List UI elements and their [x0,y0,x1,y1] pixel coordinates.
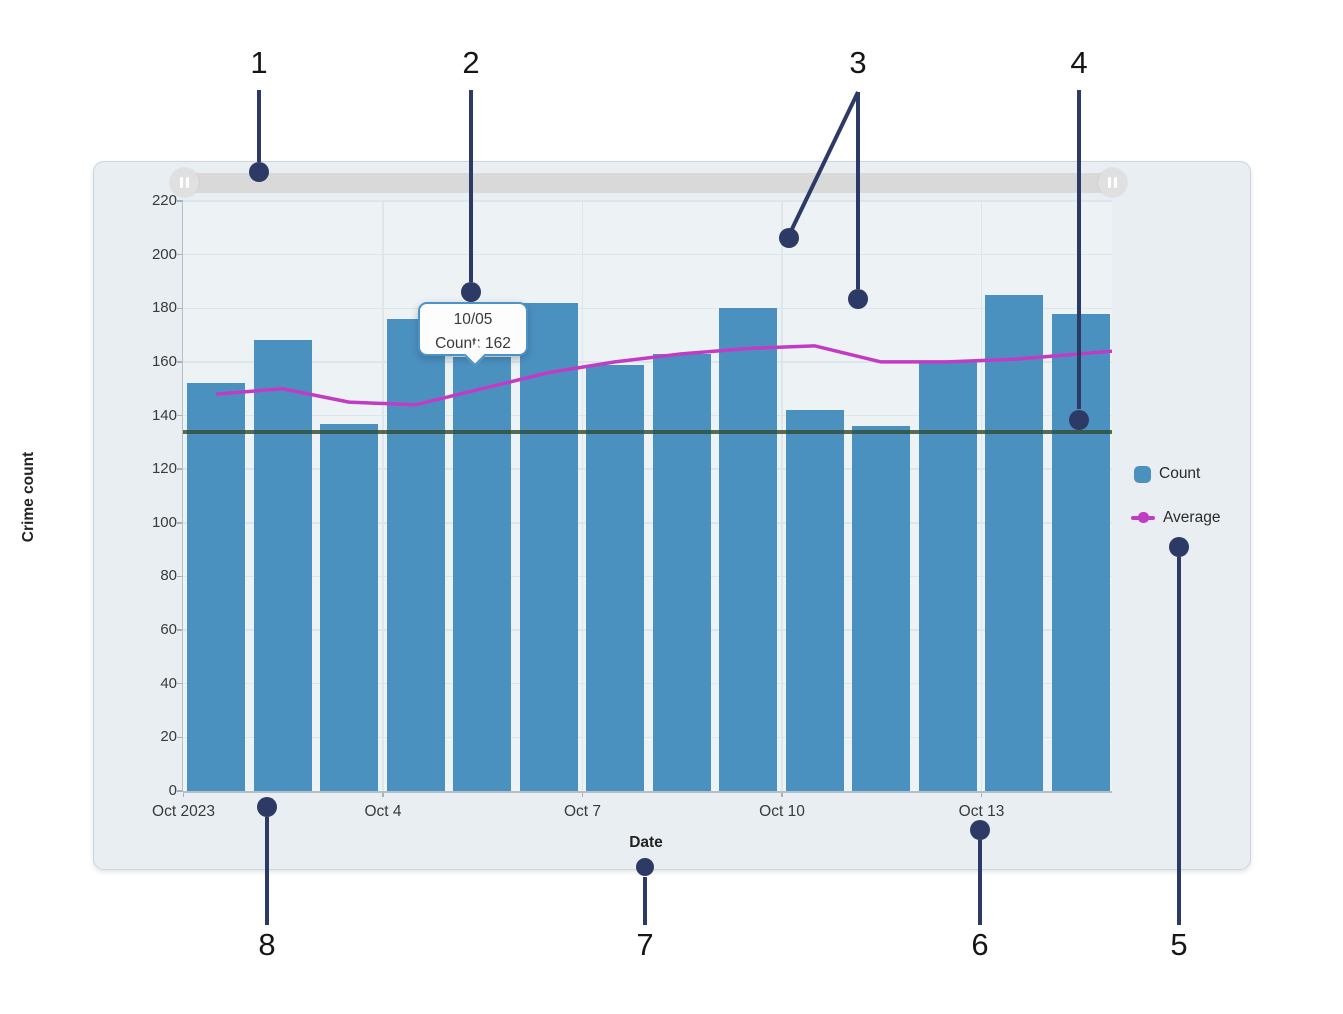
y-axis-tick [177,682,183,685]
count-swatch-icon [1134,465,1151,483]
y-gridline [183,629,1112,631]
y-gridline [183,253,1112,256]
y-gridline [183,522,1112,524]
y-tick-label: 160 [151,352,177,370]
callout-number-6: 6 [971,927,989,962]
x-tick-label: Oct 10 [759,803,805,820]
bar-oct-4[interactable] [386,319,445,791]
bar-oct-10[interactable] [785,410,844,791]
tooltip-title: 10/05 [453,311,493,328]
x-tick-label: Oct 2023 [152,803,215,820]
bar-oct-8[interactable] [652,353,711,791]
x-axis-tick [382,791,384,797]
tooltip: 10/05 Count: 162 [418,302,528,367]
x-tick-label: Oct 7 [563,803,602,820]
y-axis-line [181,201,183,791]
y-axis-tick [177,414,183,417]
y-gridline [183,307,1112,310]
bar-oct-7[interactable] [586,364,644,791]
callout-number-4: 4 [1070,45,1088,80]
y-gridline [183,414,1112,417]
y-gridline [183,200,1112,202]
y-tick-label: 180 [151,299,177,317]
y-tick-label: 60 [160,621,177,639]
x-tick-label: Oct 13 [958,803,1005,820]
legend-item-average[interactable]: Average [1131,504,1220,532]
x-axis-line [183,791,1112,793]
x-axis-tick [581,791,584,797]
bar-oct-14[interactable] [1051,313,1110,791]
y-gridline [183,468,1112,470]
bar-oct-5[interactable] [453,356,511,791]
bar-oct-6[interactable] [519,302,578,791]
callout-number-8: 8 [258,927,276,962]
y-axis-tick [177,200,183,202]
callout-number-5: 5 [1170,927,1188,962]
legend-label: Average [1163,509,1221,526]
y-axis-tick [177,736,183,739]
x-gridline [980,201,983,791]
legend-label: Count [1159,465,1201,482]
time-slider-left-handle[interactable] [170,168,199,197]
time-slider-track[interactable] [170,173,1127,193]
y-tick-label: 20 [160,728,177,746]
y-axis-tick [177,790,183,792]
legend-item-count[interactable]: Count [1131,460,1220,488]
callout-number-7: 7 [636,927,654,962]
y-axis-title: Crime count [20,451,37,543]
x-gridline [781,201,783,791]
x-tick-label: Oct 4 [364,803,402,820]
y-tick-label: 120 [151,460,177,478]
y-gridline [183,575,1112,578]
y-tick-label: 200 [151,245,177,263]
grip-pause-icon [186,177,189,188]
x-axis-tick [781,791,783,797]
callout-number-1: 1 [250,45,268,80]
legend: Count Average [1131,460,1220,548]
y-gridline [183,682,1112,685]
bar-oct-2[interactable] [253,340,312,791]
bar-oct-1[interactable] [187,383,245,791]
y-tick-label: 40 [160,674,177,692]
bar-oct-9[interactable] [719,308,777,791]
callout-number-3: 3 [849,45,867,80]
y-axis-tick [177,575,183,578]
y-axis-tick [177,468,183,470]
y-axis-tick [177,629,183,631]
y-tick-label: 80 [160,567,177,585]
y-axis-tick [177,361,183,363]
y-tick-label: 100 [151,513,177,531]
y-gridline [183,736,1112,739]
callout-number-2: 2 [462,45,480,80]
bar-oct-3[interactable] [320,423,378,791]
x-gridline [382,201,384,791]
grip-pause-icon [1114,177,1117,188]
average-line-icon [1131,512,1155,524]
grip-pause-icon [180,177,183,188]
x-axis-tick [980,791,983,797]
y-axis-tick [177,253,183,256]
y-axis-tick [177,307,183,310]
time-slider-right-handle[interactable] [1098,168,1127,197]
guide-line [183,429,1112,434]
y-tick-label: 0 [168,782,177,799]
bar-oct-13[interactable] [985,294,1043,791]
bar-oct-12[interactable] [918,361,977,791]
grip-pause-icon [1108,177,1111,188]
x-gridline [581,201,584,791]
y-tick-label: 220 [151,192,177,209]
y-tick-label: 140 [151,406,177,424]
y-axis-tick [177,522,183,524]
x-axis-tick [182,791,185,797]
bar-oct-11[interactable] [852,426,910,791]
x-axis-title: Date [629,834,663,851]
